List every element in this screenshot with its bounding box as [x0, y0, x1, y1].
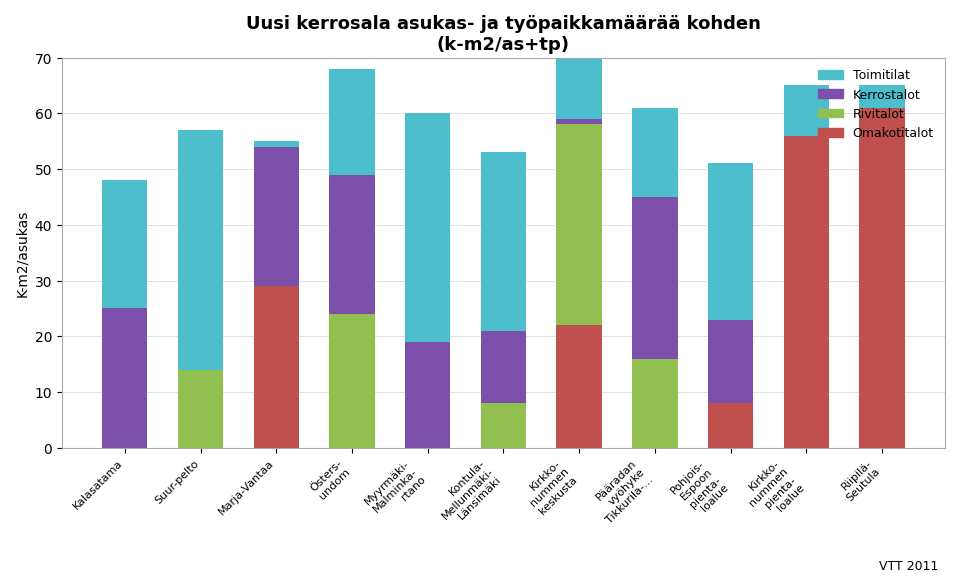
Bar	[557, 125, 602, 325]
Bar	[783, 136, 829, 448]
Bar	[102, 181, 148, 309]
Bar	[329, 69, 374, 314]
Bar	[859, 108, 905, 448]
Bar	[253, 286, 299, 448]
Bar	[633, 108, 678, 197]
Y-axis label: K-m2/asukas: K-m2/asukas	[15, 210, 29, 296]
Bar	[481, 153, 526, 331]
Bar	[405, 114, 450, 342]
Bar	[178, 130, 224, 370]
Text: VTT 2011: VTT 2011	[878, 559, 938, 572]
Bar	[783, 86, 829, 136]
Bar	[178, 370, 224, 448]
Bar	[481, 403, 526, 448]
Bar	[253, 141, 299, 147]
Bar	[859, 86, 905, 108]
Bar	[329, 69, 374, 175]
Bar	[708, 320, 754, 403]
Bar	[557, 325, 602, 448]
Bar	[329, 314, 374, 448]
Bar	[708, 403, 754, 448]
Bar	[557, 0, 602, 125]
Bar	[708, 164, 754, 320]
Bar	[481, 331, 526, 403]
Legend: Toimitilat, Kerrostalot, Rivitalot, Omakotitalot: Toimitilat, Kerrostalot, Rivitalot, Omak…	[812, 65, 939, 145]
Bar	[557, 0, 602, 119]
Bar	[102, 309, 148, 448]
Title: Uusi kerrosala asukas- ja työpaikkamäärää kohden
(k-m2/as+tp): Uusi kerrosala asukas- ja työpaikkamäärä…	[246, 15, 761, 54]
Bar	[633, 359, 678, 448]
Bar	[405, 342, 450, 448]
Bar	[633, 197, 678, 359]
Bar	[253, 147, 299, 286]
